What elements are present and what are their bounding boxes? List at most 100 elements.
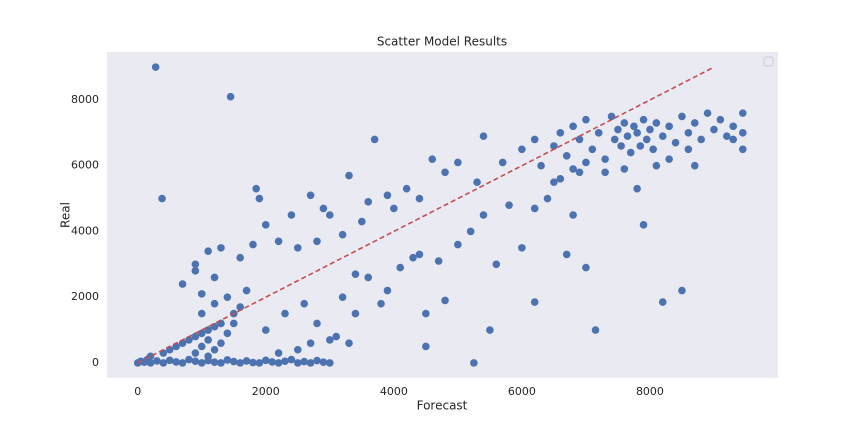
- point: [255, 194, 264, 203]
- point: [537, 161, 545, 170]
- point: [217, 359, 225, 367]
- point: [620, 119, 629, 127]
- point: [617, 142, 625, 150]
- x-tick-label: 0: [134, 385, 141, 398]
- point: [591, 326, 600, 334]
- point: [197, 359, 206, 367]
- point: [204, 352, 212, 361]
- point: [293, 345, 302, 354]
- point: [226, 92, 235, 101]
- point: [274, 237, 283, 246]
- point: [255, 359, 264, 367]
- point: [703, 109, 712, 117]
- point: [610, 135, 619, 144]
- y-tick-label: 4000: [71, 224, 99, 237]
- y-tick-label: 2000: [71, 290, 99, 303]
- point: [601, 155, 609, 163]
- point: [530, 204, 539, 213]
- point: [530, 298, 539, 306]
- y-tick-label: 0: [92, 356, 99, 369]
- point: [626, 148, 635, 157]
- point: [601, 168, 609, 177]
- x-axis-label: Forecast: [417, 399, 468, 413]
- point: [204, 247, 212, 255]
- point: [665, 155, 673, 163]
- point: [390, 204, 398, 213]
- point: [293, 359, 302, 367]
- point: [210, 299, 219, 308]
- point: [684, 145, 693, 154]
- point: [722, 132, 731, 140]
- point: [518, 244, 526, 252]
- point: [630, 122, 638, 131]
- reference-line: [137, 66, 715, 364]
- point: [261, 356, 270, 365]
- point: [550, 178, 558, 186]
- point: [191, 349, 200, 357]
- y-tick-label: 6000: [71, 159, 99, 172]
- point: [326, 359, 334, 367]
- point: [582, 115, 590, 124]
- point: [623, 132, 632, 140]
- point: [582, 263, 590, 272]
- point: [345, 339, 353, 347]
- x-tick-label: 6000: [508, 385, 536, 398]
- point: [210, 358, 219, 367]
- point: [300, 357, 309, 366]
- point: [178, 280, 187, 288]
- point: [306, 339, 315, 347]
- point: [338, 230, 347, 239]
- point: [191, 332, 200, 341]
- point: [151, 63, 160, 71]
- point: [569, 122, 577, 131]
- point: [319, 204, 328, 213]
- point: [351, 270, 360, 278]
- point: [492, 260, 501, 269]
- point: [479, 132, 488, 140]
- point: [165, 356, 174, 365]
- point: [313, 319, 321, 328]
- point: [530, 135, 539, 144]
- legend-box: [763, 56, 774, 67]
- point: [649, 145, 657, 154]
- point: [466, 227, 475, 236]
- point: [441, 168, 449, 177]
- point: [185, 336, 193, 344]
- chart-title: Scatter Model Results: [377, 35, 507, 49]
- point: [642, 135, 651, 144]
- point: [428, 155, 437, 163]
- point: [306, 359, 315, 367]
- point: [652, 119, 661, 127]
- point: [197, 342, 206, 351]
- point: [620, 165, 629, 173]
- point: [594, 129, 603, 137]
- point: [543, 194, 552, 203]
- point: [293, 244, 302, 252]
- point: [242, 357, 251, 365]
- point: [326, 211, 334, 219]
- point: [185, 355, 193, 364]
- point: [556, 129, 565, 137]
- point: [197, 290, 206, 298]
- point: [441, 296, 449, 305]
- point: [191, 267, 200, 275]
- point: [729, 122, 737, 131]
- point: [569, 165, 577, 173]
- point: [402, 184, 411, 193]
- point: [281, 357, 289, 366]
- point: [658, 132, 667, 140]
- point: [338, 293, 347, 301]
- point: [582, 158, 590, 167]
- point: [249, 358, 257, 367]
- point: [658, 298, 667, 306]
- point: [575, 135, 584, 144]
- point: [569, 211, 577, 219]
- point: [422, 342, 430, 351]
- x-tick-label: 2000: [252, 385, 280, 398]
- point: [172, 358, 180, 366]
- point: [345, 171, 353, 180]
- point: [229, 357, 238, 366]
- point: [249, 240, 257, 249]
- point: [158, 194, 166, 203]
- point: [191, 357, 200, 366]
